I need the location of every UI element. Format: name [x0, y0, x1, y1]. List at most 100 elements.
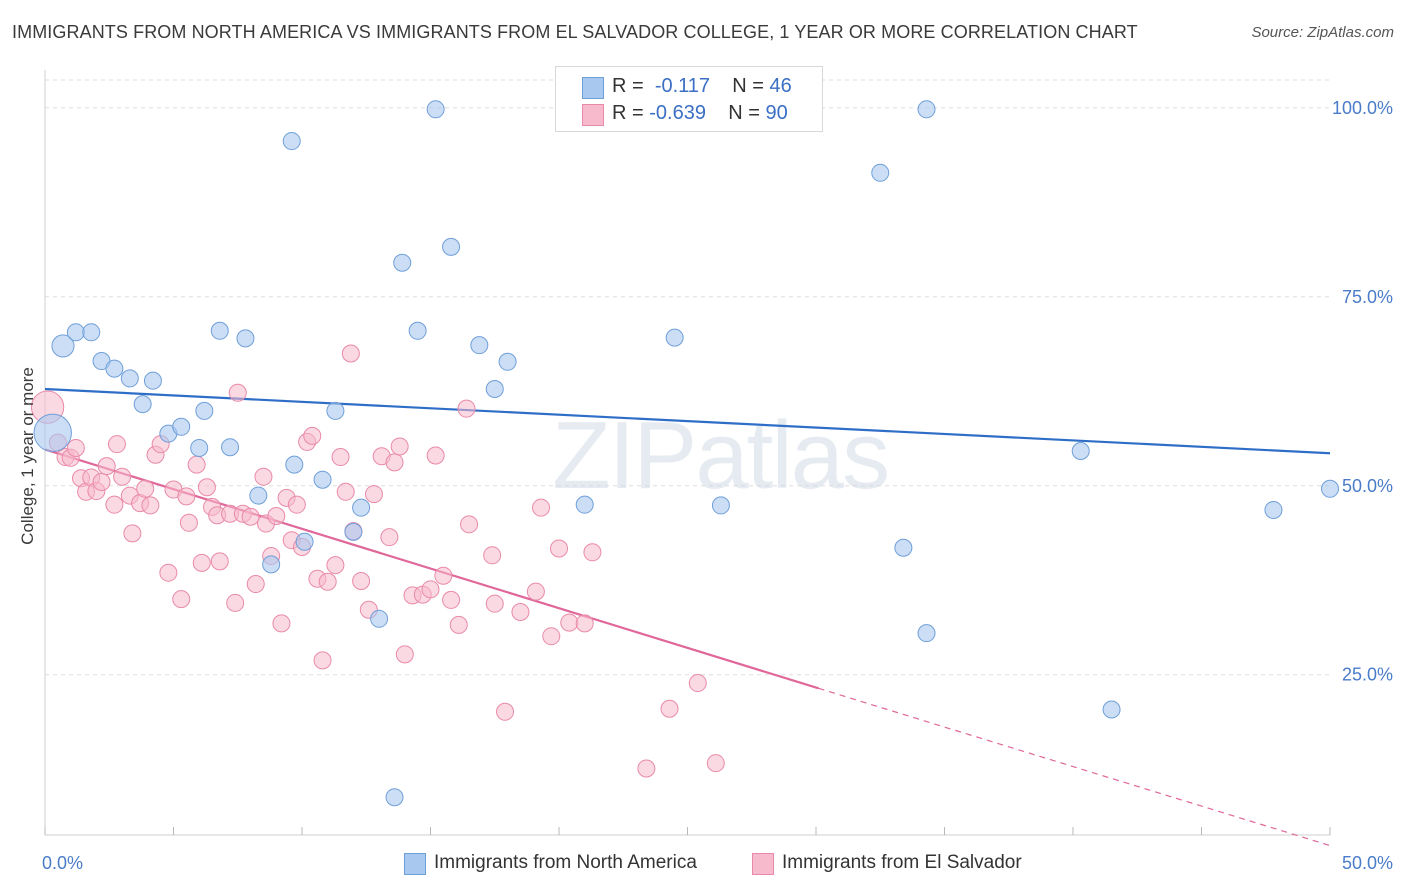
data-point-el-salvador [336, 482, 355, 501]
data-point-el-salvador [226, 593, 245, 612]
bottom-legend-swatch-north-america [404, 853, 426, 875]
data-point-el-salvador [341, 344, 360, 363]
data-point-north-america [1071, 441, 1090, 460]
data-point-north-america [221, 438, 240, 457]
data-point-el-salvador [442, 590, 461, 609]
legend-swatch-el-salvador [582, 104, 604, 126]
legend-r-value-north-america: -0.117 [654, 75, 711, 97]
data-point-el-salvador [179, 513, 198, 532]
data-point-el-salvador [380, 528, 399, 547]
y-tick-label: 50.0% [1342, 476, 1393, 496]
data-point-el-salvador [575, 614, 594, 633]
data-point-north-america [195, 401, 214, 420]
y-axis-label: College, 1 year or more [18, 367, 37, 545]
data-point-el-salvador [688, 674, 707, 693]
data-point-north-america [408, 321, 427, 340]
y-tick-label: 100.0% [1332, 98, 1393, 118]
bottom-legend-label-el-salvador: Immigrants from El Salvador [782, 852, 1022, 873]
source-label: Source: ZipAtlas.com [1251, 24, 1394, 41]
data-point-north-america [385, 788, 404, 807]
data-point-north-america [575, 495, 594, 514]
data-point-el-salvador [97, 457, 116, 476]
legend: R = -0.117 N = 46 R = -0.639 N = 90 [555, 66, 823, 132]
data-point-el-salvador [542, 627, 561, 646]
data-point-el-salvador [272, 614, 291, 633]
data-point-el-salvador [637, 759, 656, 778]
data-point-north-america [33, 413, 72, 453]
data-point-el-salvador [228, 383, 247, 402]
data-point-el-salvador [241, 507, 260, 526]
trend-line-north-america [44, 387, 1331, 455]
data-point-north-america [190, 438, 209, 457]
legend-swatch-north-america [582, 77, 604, 99]
data-point-north-america [120, 369, 139, 388]
data-point-el-salvador [267, 506, 286, 525]
data-point-el-salvador [141, 496, 160, 515]
legend-r-label: R = [612, 102, 644, 124]
data-point-north-america [282, 132, 301, 151]
legend-n-label: N = [732, 75, 764, 97]
data-point-el-salvador [660, 699, 679, 718]
data-point-el-salvador [395, 645, 414, 664]
data-point-el-salvador [210, 552, 229, 571]
data-point-north-america [711, 496, 730, 515]
legend-n-value-north-america: 46 [769, 75, 792, 97]
data-point-el-salvador [426, 446, 445, 465]
legend-n-value-el-salvador: 90 [765, 102, 788, 124]
data-point-el-salvador [364, 485, 383, 504]
data-point-north-america [1321, 479, 1339, 498]
data-point-el-salvador [390, 437, 409, 456]
data-point-el-salvador [434, 566, 453, 585]
data-point-north-america [1102, 700, 1121, 719]
gridlines [45, 79, 1330, 676]
data-point-el-salvador [92, 472, 111, 491]
data-point-north-america [498, 352, 517, 371]
data-point-el-salvador [105, 495, 124, 514]
data-point-el-salvador [159, 563, 178, 582]
y-tick-label: 25.0% [1342, 665, 1393, 685]
data-point-el-salvador [187, 455, 206, 474]
data-point-el-salvador [246, 575, 265, 594]
data-point-el-salvador [66, 438, 85, 457]
data-point-el-salvador [136, 479, 155, 498]
data-point-el-salvador [313, 651, 332, 670]
data-point-north-america [426, 100, 445, 119]
data-point-north-america [894, 538, 913, 557]
data-point-el-salvador [526, 582, 545, 601]
tick-labels: 25.0% 50.0% 75.0% 100.0% 0.0% 50.0% [42, 98, 1393, 873]
data-point-north-america [66, 323, 85, 342]
data-point-north-america [236, 329, 255, 348]
data-point-north-america [393, 253, 412, 272]
data-point-el-salvador [560, 613, 579, 632]
data-point-north-america [917, 100, 936, 119]
data-point-north-america [313, 470, 332, 489]
bottom-legend-swatch-el-salvador [752, 853, 774, 875]
data-point-el-salvador [532, 498, 551, 517]
data-point-el-salvador [385, 453, 404, 472]
data-point-north-america [143, 371, 162, 390]
data-point-el-salvador [460, 515, 479, 534]
data-point-north-america [326, 401, 345, 420]
y-tick-label: 75.0% [1342, 287, 1393, 307]
data-point-el-salvador [172, 590, 191, 609]
data-point-el-salvador [485, 594, 504, 613]
data-point-north-america [133, 395, 152, 414]
data-point-el-salvador [318, 572, 337, 591]
data-point-el-salvador [706, 754, 725, 773]
data-point-north-america [172, 417, 191, 436]
data-point-north-america [51, 334, 75, 358]
data-point-north-america [442, 237, 461, 256]
data-point-el-salvador [496, 702, 515, 721]
chart-title: IMMIGRANTS FROM NORTH AMERICA VS IMMIGRA… [12, 22, 1138, 42]
data-point-el-salvador [457, 399, 476, 418]
data-point-el-salvador [254, 467, 273, 486]
bottom-legend-label-north-america: Immigrants from North America [434, 852, 697, 873]
data-point-el-salvador [123, 524, 142, 543]
data-point-el-salvador [326, 556, 345, 575]
data-point-north-america [344, 522, 363, 541]
data-point-el-salvador [331, 448, 350, 467]
data-point-el-salvador [511, 603, 530, 622]
data-point-north-america [470, 336, 489, 355]
series-el-salvador-points [30, 344, 725, 778]
